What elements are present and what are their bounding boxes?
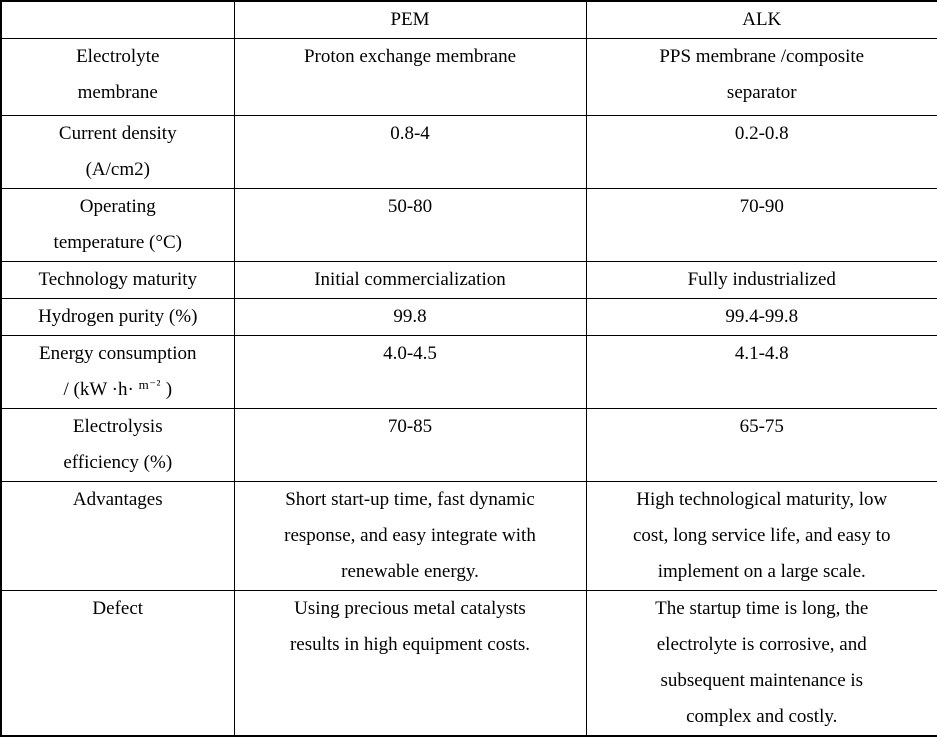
- cell-alk-technology-maturity: Fully industrialized: [585, 261, 937, 299]
- text-line: Electrolysis: [72, 416, 163, 437]
- text-line: temperature (°C): [53, 232, 182, 253]
- table-row-defect: Defect Using precious metal catalysts res…: [0, 590, 937, 737]
- text-line: Short start-up time, fast dynamic: [285, 489, 535, 510]
- text-line: Proton exchange membrane: [303, 46, 517, 67]
- text-line: The startup time is long, the: [655, 598, 869, 619]
- text-line: 99.8: [393, 306, 427, 327]
- cell-pem-current-density: 0.8-4: [233, 115, 587, 189]
- cell-pem-advantages: Short start-up time, fast dynamic respons…: [233, 481, 587, 591]
- text-line: Advantages: [72, 489, 163, 510]
- text-line: 0.2-0.8: [734, 123, 789, 144]
- table-row-header: PEM ALK: [0, 0, 937, 39]
- text-line: (A/cm2): [85, 159, 150, 180]
- text-line: 4.0-4.5: [383, 343, 437, 364]
- cell-alk-hydrogen-purity: 99.4-99.8: [585, 298, 937, 336]
- unit-prefix: / (kW ·h·: [63, 379, 139, 400]
- cell-pem-energy-consumption: 4.0-4.5: [233, 335, 587, 409]
- row-label-technology-maturity: Technology maturity: [0, 261, 235, 299]
- text-line: Operating: [79, 196, 156, 217]
- cell-alk-advantages: High technological maturity, low cost, lo…: [585, 481, 937, 591]
- text-line: electrolyte is corrosive, and: [656, 634, 867, 655]
- text-line: 4.1-4.8: [734, 343, 789, 364]
- text-line: 0.8-4: [390, 123, 430, 144]
- text-line: subsequent maintenance is: [660, 670, 864, 691]
- text-line: results in high equipment costs.: [289, 634, 531, 655]
- table-row-electrolyte-membrane: Electrolyte membrane Proton exchange memb…: [0, 38, 937, 116]
- text-line: Current density: [58, 123, 177, 144]
- cell-alk-operating-temperature: 70-90: [585, 188, 937, 262]
- text-line: Using precious metal catalysts: [294, 598, 526, 619]
- text-line: 99.4-99.8: [725, 306, 799, 327]
- cell-alk-energy-consumption: 4.1-4.8: [585, 335, 937, 409]
- header-alk: ALK: [585, 0, 937, 39]
- cell-pem-technology-maturity: Initial commercialization: [233, 261, 587, 299]
- text-line: Defect: [92, 598, 144, 619]
- unit-suffix: ): [160, 379, 173, 400]
- text-line: renewable energy.: [341, 561, 479, 582]
- text-line: PPS membrane /composite: [659, 46, 865, 67]
- cell-pem-electrolysis-efficiency: 70-85: [233, 408, 587, 482]
- cell-pem-defect: Using precious metal catalysts results in…: [233, 590, 587, 737]
- row-label-defect: Defect: [0, 590, 235, 737]
- text-line: response, and easy integrate with: [284, 525, 536, 546]
- cell-pem-operating-temperature: 50-80: [233, 188, 587, 262]
- cell-alk-defect: The startup time is long, the electrolyte…: [585, 590, 937, 737]
- table-row-electrolysis-efficiency: Electrolysis efficiency (%) 70-85 65-75: [0, 408, 937, 482]
- table-row-current-density: Current density (A/cm2) 0.8-4 0.2-0.8: [0, 115, 937, 189]
- text-line: High technological maturity, low: [636, 489, 888, 510]
- text-line: Hydrogen purity (%): [38, 306, 198, 327]
- text-line: 70-85: [387, 416, 433, 437]
- text-line: 65-75: [739, 416, 784, 437]
- text-line: separator: [726, 82, 797, 103]
- text-line: Electrolyte: [76, 46, 160, 67]
- text-line: 70-90: [739, 196, 784, 217]
- row-label-advantages: Advantages: [0, 481, 235, 591]
- cell-alk-electrolyte-membrane: PPS membrane /composite separator: [585, 38, 937, 116]
- text-line: membrane: [77, 82, 158, 103]
- table-row-hydrogen-purity: Hydrogen purity (%) 99.8 99.4-99.8: [0, 298, 937, 336]
- text-line: Technology maturity: [38, 269, 198, 290]
- text-line: Initial commercialization: [314, 269, 506, 290]
- text-line: cost, long service life, and easy to: [633, 525, 891, 546]
- cell-alk-current-density: 0.2-0.8: [585, 115, 937, 189]
- table-row-operating-temperature: Operating temperature (°C) 50-80 70-90: [0, 188, 937, 262]
- table-row-energy-consumption: Energy consumption / (kW ·h· m⁻² ) 4.0-4…: [0, 335, 937, 409]
- row-label-electrolysis-efficiency: Electrolysis efficiency (%): [0, 408, 235, 482]
- row-label-current-density: Current density (A/cm2): [0, 115, 235, 189]
- table-row-technology-maturity: Technology maturity Initial commercializ…: [0, 261, 937, 299]
- text-line: Fully industrialized: [687, 269, 836, 290]
- energy-label-line1: Energy consumption: [39, 343, 197, 364]
- text-line: complex and costly.: [686, 706, 838, 727]
- cell-pem-hydrogen-purity: 99.8: [233, 298, 587, 336]
- row-label-hydrogen-purity: Hydrogen purity (%): [0, 298, 235, 336]
- header-pem: PEM: [233, 0, 587, 39]
- row-label-operating-temperature: Operating temperature (°C): [0, 188, 235, 262]
- cell-alk-electrolysis-efficiency: 65-75: [585, 408, 937, 482]
- text-line: 50-80: [387, 196, 433, 217]
- header-empty-cell: [0, 0, 235, 39]
- row-label-electrolyte-membrane: Electrolyte membrane: [0, 38, 235, 116]
- unit-superscript: m⁻²: [138, 377, 161, 392]
- text-line: implement on a large scale.: [657, 561, 866, 582]
- table-row-advantages: Advantages Short start-up time, fast dyn…: [0, 481, 937, 591]
- energy-label-unit-line: / (kW ·h· m⁻² ): [8, 372, 228, 408]
- cell-pem-electrolyte-membrane: Proton exchange membrane: [233, 38, 587, 116]
- row-label-energy-consumption: Energy consumption / (kW ·h· m⁻² ): [0, 335, 235, 409]
- text-line: efficiency (%): [63, 452, 173, 473]
